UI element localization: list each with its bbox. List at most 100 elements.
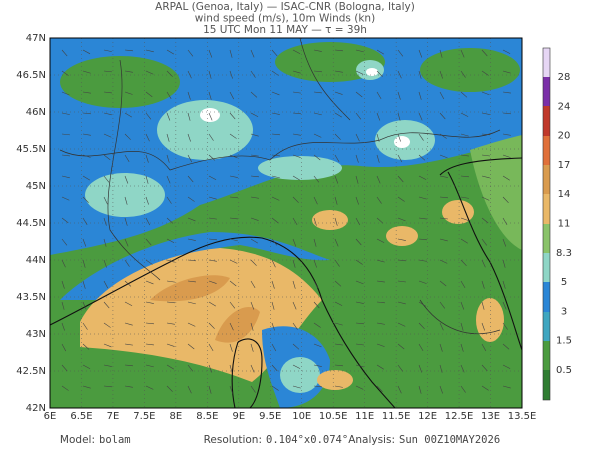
wind-barb [103,322,111,328]
wind-barb [502,49,511,54]
wind-barb [145,175,149,184]
wind-barb [82,175,91,181]
wind-barb [397,280,406,283]
wind-barb [82,217,88,225]
wind-barb [481,343,487,352]
wind-barb [460,175,469,178]
wind-barb [208,70,212,79]
wind-barb [187,322,196,327]
wind-barb [502,322,508,330]
wind-barb [418,259,427,262]
colorbar-label: 17 [558,160,571,171]
wind-barb [271,217,279,224]
wind-barb [250,217,259,221]
wind-barb [82,91,91,94]
wind-barb [355,364,364,368]
longitude-label: 6.5E [70,411,92,422]
wind-barb [334,70,343,73]
wind-barb [166,175,171,184]
wind-barb [355,343,364,346]
wind-barb [376,280,385,283]
wind-barb [481,238,488,246]
header: ARPAL (Genoa, Italy) — ISAC-CNR (Bologna… [155,1,415,36]
wind-barb [166,385,173,392]
wind-barb [103,70,112,73]
wind-barb [460,322,464,331]
wind-barb [61,112,70,115]
wind-barb [376,196,382,204]
wind-barb [166,280,175,283]
wind-barb [229,364,233,373]
wind-barb [250,196,259,199]
wind-barb [61,385,69,391]
wind-barb [292,343,300,350]
footer-resolution-label: Resolution: [204,434,262,446]
wind-barb [502,364,511,369]
wind-barb [418,91,422,100]
wind-barb [103,385,112,388]
wind-barb [397,301,406,305]
wind-barb [313,259,317,268]
wind-barb [103,175,110,183]
wind-barb [418,364,423,373]
wind-barb [145,196,149,205]
wind-barb [124,385,133,388]
wind-barb [439,364,443,373]
wind-barb [313,133,322,138]
wind-barb [208,91,212,100]
wind-barb [439,322,444,331]
longitude-label: 8E [170,411,183,422]
wind-barb [145,385,154,390]
footer-resolution: 0.104°x0.074° [266,434,348,446]
wind-barb [313,49,322,52]
wind-barb [460,364,465,373]
wind-barb [124,133,131,140]
wind-barb [376,238,385,243]
wind-barb [460,133,469,137]
wind-barb [82,364,91,369]
wind-barb [103,259,107,268]
wind-barb [229,49,233,58]
wind-barb [208,154,216,161]
wind-barb [481,280,485,289]
wind-barb [439,154,448,159]
wind-barb [292,322,298,330]
longitude-label: 7.5E [133,411,155,422]
wind-barb [250,259,257,266]
wind-barb [250,175,259,178]
footer: Model: bolam Resolution: 0.104°x0.074° Analy… [60,434,500,446]
wind-barb [355,259,363,265]
wind-barb [397,49,404,57]
wind-barb [229,91,235,100]
wind-barb [124,343,133,346]
wind-barb [502,280,506,289]
latitude-label: 42N [26,403,46,414]
wind-barb [124,91,133,95]
wind-barb [271,49,278,57]
colorbar-label: 11 [558,219,571,230]
wind-barb [313,343,322,348]
wind-barb [460,238,468,244]
colorbar-label: 20 [558,131,571,142]
wind-barb [460,112,469,117]
wind-barb [460,280,466,289]
wind-barb [355,49,364,53]
wind-barb [103,364,112,367]
map-frame [49,37,523,409]
wind-barb [334,49,343,52]
wind-barb [166,238,175,243]
colorbar-label: 28 [558,72,571,83]
wind-barb [124,238,129,247]
wind-barb [418,175,427,180]
wind-barb [397,70,402,79]
wind-barb [502,238,507,247]
wind-barb [250,154,259,157]
latitude-label: 44N [26,255,46,266]
wind-barb [502,301,507,310]
wind-barb [481,259,486,268]
wind-barb [292,133,301,136]
wind-barb [61,133,70,136]
wind-barb [250,343,254,352]
header-line: ARPAL (Genoa, Italy) — ISAC-CNR (Bologna… [155,1,415,13]
wind-barb [397,217,406,222]
